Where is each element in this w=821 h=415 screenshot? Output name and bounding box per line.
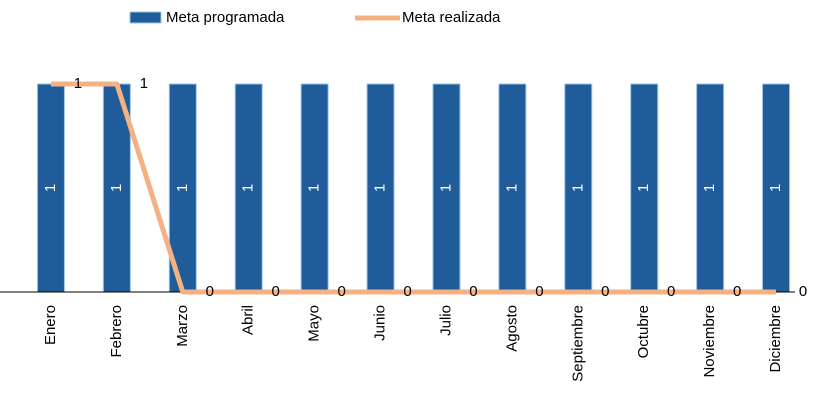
x-tick-label: Noviembre: [701, 305, 718, 378]
x-tick-label: Julio: [437, 305, 454, 336]
line-value-label: 0: [535, 283, 543, 300]
line-value-label: 0: [403, 283, 411, 300]
bar: [366, 83, 395, 293]
line-value-label: 0: [667, 283, 675, 300]
bar-value-label: 1: [108, 184, 125, 192]
line-value-label: 0: [469, 283, 477, 300]
line-value-label: 0: [272, 283, 280, 300]
bar-value-label: 1: [701, 184, 718, 192]
bar-value-label: 1: [437, 184, 454, 192]
bar: [234, 83, 263, 293]
bar-value-label: 1: [767, 184, 784, 192]
x-tick-label: Septiembre: [569, 305, 586, 382]
line-value-label: 0: [601, 283, 609, 300]
x-tick-label: Marzo: [174, 305, 191, 347]
bar-value-label: 1: [372, 184, 389, 192]
line-value-label: 0: [799, 283, 807, 300]
line-value-label: 1: [140, 75, 148, 92]
bar-value-label: 1: [42, 184, 59, 192]
bar: [564, 83, 593, 293]
bar-value-label: 1: [174, 184, 191, 192]
legend-label: Meta realizada: [402, 9, 501, 26]
x-tick-label: Febrero: [108, 305, 125, 358]
bar: [300, 83, 329, 293]
bar: [762, 83, 791, 293]
x-tick-label: Abril: [240, 305, 257, 335]
x-tick-label: Mayo: [306, 305, 323, 342]
line-value-label: 1: [74, 75, 82, 92]
bar: [696, 83, 725, 293]
line-value-label: 0: [206, 283, 214, 300]
x-tick-label: Agosto: [503, 305, 520, 352]
line-value-label: 0: [337, 283, 345, 300]
bar: [630, 83, 659, 293]
bar-value-label: 1: [503, 184, 520, 192]
bar: [498, 83, 527, 293]
line-value-label: 0: [733, 283, 741, 300]
bar-value-label: 1: [240, 184, 257, 192]
x-tick-label: Junio: [372, 305, 389, 341]
line: [50, 81, 777, 295]
x-tick-label: Diciembre: [767, 305, 784, 373]
x-tick-label: Octubre: [635, 305, 652, 358]
bar-value-label: 1: [306, 184, 323, 192]
bar-value-label: 1: [635, 184, 652, 192]
x-tick-label: Enero: [42, 305, 59, 345]
bar: [432, 83, 461, 293]
bar-value-label: 1: [569, 184, 586, 192]
legend-label: Meta programada: [166, 9, 285, 26]
legend-swatch: [129, 11, 162, 24]
